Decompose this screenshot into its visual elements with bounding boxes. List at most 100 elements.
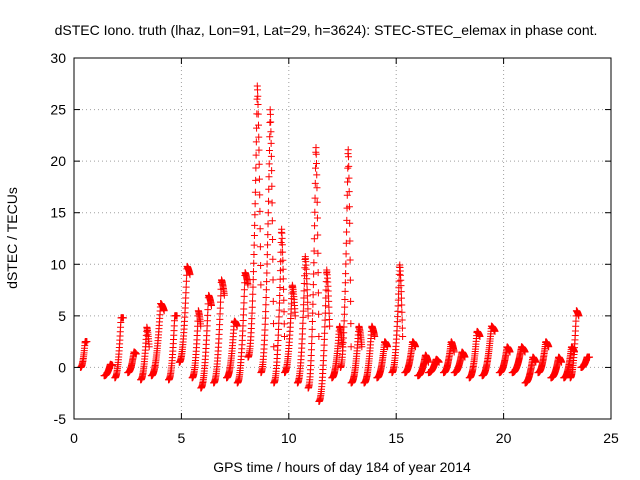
data-point: [255, 160, 263, 168]
data-point: [309, 281, 317, 289]
data-point: [558, 358, 566, 366]
data-point: [340, 323, 348, 331]
data-point: [311, 194, 319, 202]
satellite-arc: [566, 307, 583, 382]
data-point: [399, 332, 407, 340]
data-point: [251, 211, 259, 219]
data-point: [267, 152, 275, 160]
data-point: [256, 243, 264, 251]
data-point: [119, 314, 127, 322]
data-point: [261, 320, 269, 328]
data-point: [311, 208, 319, 216]
data-point: [397, 294, 405, 302]
data-point: [311, 222, 319, 230]
data-point: [346, 276, 354, 284]
data-point: [254, 101, 262, 109]
data-point: [398, 316, 406, 324]
data-point: [312, 164, 320, 172]
data-point: [346, 219, 354, 227]
satellite-arc: [424, 355, 443, 377]
data-point: [264, 231, 272, 239]
y-tick-label: 25: [50, 102, 66, 118]
data-point: [310, 259, 318, 267]
data-point: [250, 250, 258, 258]
data-point: [300, 287, 308, 295]
data-point: [315, 310, 323, 318]
data-point: [343, 191, 351, 199]
data-point: [253, 95, 261, 103]
data-point: [347, 320, 355, 328]
data-point: [261, 314, 269, 322]
data-point: [270, 343, 278, 351]
data-point: [266, 133, 274, 141]
data-point: [254, 86, 262, 94]
data-point: [300, 294, 308, 302]
data-point: [248, 303, 256, 311]
data-point: [545, 343, 553, 351]
data-point: [341, 287, 349, 295]
data-point: [256, 191, 264, 199]
satellite-arc: [124, 348, 140, 377]
data-point: [269, 297, 277, 305]
data-point: [160, 307, 168, 315]
data-point: [220, 291, 228, 299]
data-point: [312, 160, 320, 168]
data-point: [325, 303, 333, 311]
data-point: [254, 110, 262, 118]
satellite-arc: [388, 261, 407, 377]
data-point: [358, 343, 366, 351]
data-point: [532, 358, 540, 366]
data-point: [252, 138, 260, 146]
satellite-arc: [414, 351, 432, 380]
data-point: [321, 316, 329, 324]
data-point: [217, 298, 225, 306]
satellite-arc: [534, 338, 553, 377]
data-point: [254, 121, 262, 129]
data-point: [310, 235, 318, 243]
data-point: [132, 350, 140, 358]
data-point: [315, 332, 323, 340]
data-point: [275, 319, 283, 327]
data-point: [320, 335, 328, 343]
data-point: [325, 316, 333, 324]
data-point: [251, 200, 259, 208]
data-point: [275, 306, 283, 314]
data-point: [268, 182, 276, 190]
data-marks: [76, 82, 594, 405]
data-point: [314, 289, 322, 297]
data-point: [309, 291, 317, 299]
data-point: [342, 250, 350, 258]
data-point: [265, 185, 273, 193]
data-point: [257, 261, 265, 269]
data-point: [346, 237, 354, 245]
data-point: [347, 343, 355, 351]
satellite-arc: [147, 299, 168, 380]
satellite-arc: [270, 225, 289, 387]
data-point: [450, 348, 458, 356]
data-point: [265, 160, 273, 168]
data-point: [268, 199, 276, 207]
data-point: [345, 203, 353, 211]
data-point: [314, 249, 322, 257]
data-point: [303, 292, 311, 300]
satellite-arc: [450, 348, 469, 377]
data-point: [268, 217, 276, 225]
data-point: [313, 214, 321, 222]
data-point: [279, 275, 287, 283]
data-point: [267, 128, 275, 136]
satellite-arc: [197, 291, 215, 392]
satellite-arc: [233, 269, 252, 387]
data-point: [278, 241, 286, 249]
data-point: [309, 309, 317, 317]
data-point: [276, 291, 284, 299]
satellite-arc: [257, 106, 278, 377]
y-tick-label: 30: [50, 50, 66, 66]
data-point: [264, 209, 272, 217]
data-point: [506, 348, 514, 356]
data-point: [307, 346, 315, 354]
data-point: [342, 239, 350, 247]
data-point: [279, 248, 287, 256]
data-point: [521, 348, 529, 356]
data-point: [310, 247, 318, 255]
